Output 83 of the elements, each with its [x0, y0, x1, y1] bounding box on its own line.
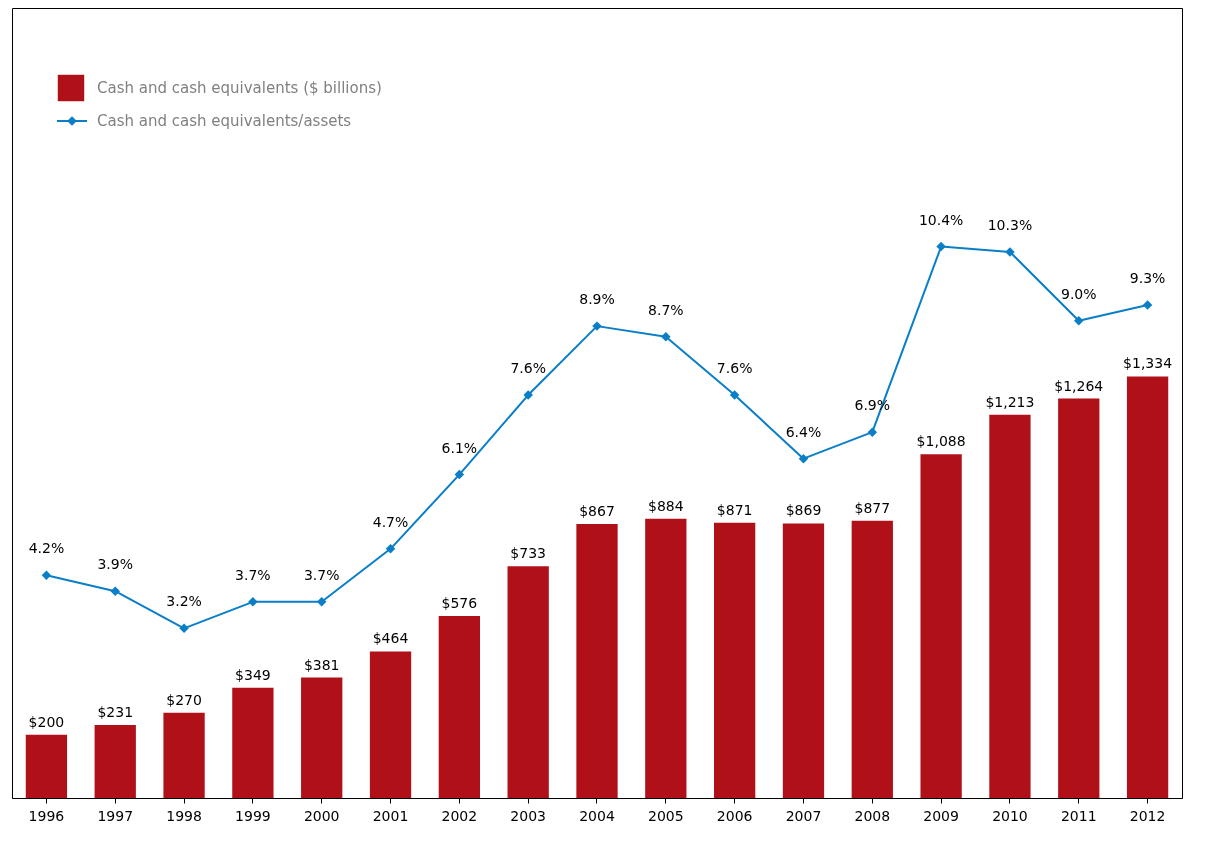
point — [798, 453, 809, 464]
point — [385, 544, 396, 554]
data-label: 3.7% — [235, 566, 271, 583]
point — [248, 597, 258, 607]
bar — [851, 520, 893, 798]
data-label: $869 — [785, 502, 822, 519]
bar — [163, 712, 205, 798]
x-tick-label: 2007 — [785, 807, 822, 824]
x-tick-label: 2008 — [854, 807, 891, 824]
point — [867, 427, 878, 437]
data-label: $877 — [854, 499, 891, 516]
data-label: $733 — [510, 545, 546, 562]
data-label: $1,213 — [985, 393, 1035, 410]
data-label: 4.7% — [372, 513, 409, 530]
point — [661, 331, 671, 342]
bar — [645, 518, 687, 798]
x-tick-label: 1996 — [28, 807, 65, 824]
bar — [714, 522, 756, 798]
x-tick-label: 2002 — [441, 807, 478, 824]
bar — [920, 454, 962, 798]
data-label: $867 — [579, 503, 615, 520]
legend-label: Cash and cash equivalents ($ billions) — [97, 79, 382, 97]
data-label: $871 — [716, 501, 753, 518]
x-tick-label: 2005 — [648, 807, 684, 824]
point — [110, 586, 120, 596]
data-label: 10.4% — [918, 211, 964, 228]
data-label: 3.2% — [166, 593, 202, 610]
data-label: $200 — [28, 713, 65, 730]
x-tick-label: 2009 — [923, 807, 959, 824]
point — [316, 597, 327, 607]
bar — [989, 414, 1031, 798]
data-label: $1,264 — [1054, 377, 1104, 394]
data-label: $576 — [441, 594, 478, 611]
point — [41, 570, 52, 581]
data-label: 7.6% — [510, 360, 546, 377]
data-label: 9.3% — [1129, 269, 1166, 286]
x-tick-label: 2006 — [716, 807, 753, 824]
data-label: 6.4% — [785, 423, 822, 440]
legend-label: Cash and cash equivalents/assets — [97, 112, 352, 130]
x-tick-label: 2010 — [992, 807, 1028, 824]
bar — [576, 524, 618, 798]
point — [1074, 316, 1084, 326]
bar — [25, 734, 68, 798]
data-label: $1,334 — [1123, 355, 1173, 372]
data-label: 8.7% — [648, 301, 684, 318]
data-label: 3.7% — [303, 566, 340, 583]
data-label: $884 — [648, 497, 684, 514]
bar — [507, 566, 549, 798]
point — [1142, 300, 1153, 310]
x-tick-label: 1998 — [166, 807, 202, 824]
data-label: $349 — [235, 666, 271, 683]
data-label: 7.6% — [716, 360, 753, 377]
data-label: $270 — [166, 691, 202, 708]
bar — [438, 615, 480, 798]
x-tick-label: 2003 — [510, 807, 546, 824]
point — [936, 241, 946, 252]
data-label: 6.1% — [441, 439, 478, 456]
data-label: $231 — [97, 704, 134, 720]
data-label: $381 — [303, 656, 340, 673]
data-label: 10.3% — [987, 216, 1033, 233]
bar — [1058, 398, 1100, 798]
bar — [94, 725, 136, 798]
data-label: 4.2% — [28, 540, 65, 557]
x-tick-label: 2004 — [579, 807, 615, 824]
data-label: 8.9% — [579, 291, 615, 308]
point — [454, 469, 465, 480]
x-tick-label: 1997 — [97, 807, 134, 824]
x-tick-label: 2000 — [303, 807, 340, 824]
data-label: $1,088 — [916, 433, 966, 450]
x-tick-label: 1999 — [235, 807, 271, 824]
data-label: 3.9% — [97, 556, 134, 573]
bar — [369, 651, 412, 798]
bar — [1126, 376, 1169, 798]
bar — [301, 677, 343, 798]
x-tick-label: 2012 — [1129, 807, 1166, 824]
x-tick-label: 2011 — [1060, 807, 1097, 824]
x-tick-label: 2001 — [372, 807, 409, 824]
point — [729, 390, 740, 400]
bar — [232, 687, 274, 798]
data-label: 9.0% — [1060, 285, 1097, 302]
point — [179, 623, 189, 634]
bar — [782, 523, 825, 798]
data-label: $464 — [372, 630, 409, 647]
